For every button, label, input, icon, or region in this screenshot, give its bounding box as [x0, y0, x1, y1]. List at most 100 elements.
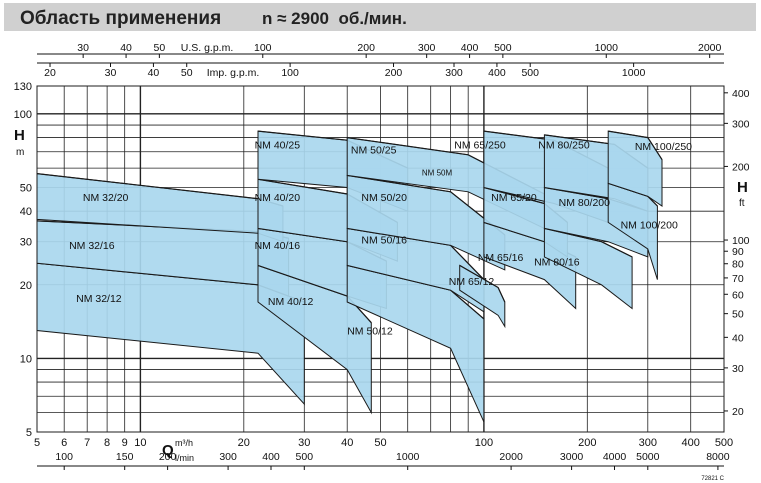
- lmin-tick-label: 200: [159, 451, 177, 463]
- chart-title: Область применения: [20, 8, 222, 29]
- pump-label: NM 80/200: [559, 197, 611, 209]
- ft-tick-label: 40: [732, 332, 744, 344]
- usgpm-tick-label: 100: [254, 42, 272, 54]
- pump-areas: [36, 130, 663, 423]
- pump-label: NM 40/12: [268, 296, 314, 308]
- x-tick-label: 50: [374, 437, 386, 449]
- pump-label: NM 65/16: [478, 252, 524, 264]
- impgpm-axis-label: Imp. g.p.m.: [207, 67, 260, 79]
- usgpm-tick-label: 50: [154, 42, 166, 54]
- usgpm-axis-label: U.S. g.p.m.: [181, 42, 234, 54]
- ft-tick-label: 100: [732, 235, 750, 247]
- ft-tick-label: 20: [732, 406, 744, 418]
- y-tick-label: 50: [20, 182, 32, 194]
- x-tick-label: 5: [34, 437, 40, 449]
- pump-label: NM 32/16: [69, 240, 115, 252]
- lmin-tick-label: 150: [116, 451, 134, 463]
- ft-tick-label: 90: [732, 246, 744, 258]
- x-tick-label: 100: [475, 437, 493, 449]
- pump-label: NM 100/200: [621, 219, 678, 231]
- ft-tick-label: 300: [732, 118, 750, 130]
- ft-tick-label: 30: [732, 363, 744, 375]
- x-tick-label: 40: [341, 437, 353, 449]
- pump-label: NM 100/250: [635, 141, 692, 153]
- pump-label: NM 40/25: [255, 140, 301, 152]
- x-tick-label: 200: [578, 437, 596, 449]
- pump-label: NM 50/25: [351, 144, 397, 156]
- x-tick-label: 8: [104, 437, 110, 449]
- pump-label: NM 65/250: [454, 140, 506, 152]
- impgpm-tick-label: 300: [445, 67, 463, 79]
- lmin-tick-label: 4000: [603, 451, 627, 463]
- lmin-tick-label: 300: [219, 451, 237, 463]
- y-tick-label: 20: [20, 280, 32, 292]
- pump-labels: NM 32/12 NM 32/16 NM 32/20 NM 40/12 NM 40/16…: [69, 140, 692, 338]
- usgpm-tick-label: 30: [77, 42, 89, 54]
- x-unit-top: m³/h: [175, 438, 193, 448]
- ft-tick-label: 400: [732, 88, 750, 100]
- pump-label: NM 65/20: [491, 192, 537, 204]
- impgpm-tick-label: 1000: [622, 67, 646, 79]
- y-tick-label: 130: [14, 81, 32, 93]
- lmin-tick-label: 500: [296, 451, 314, 463]
- pump-label: NM 40/20: [255, 192, 301, 204]
- usgpm-tick-label: 1000: [595, 42, 619, 54]
- ft-tick-label: 60: [732, 289, 744, 301]
- impgpm-tick-label: 500: [521, 67, 539, 79]
- y-tick-label: 100: [14, 109, 32, 121]
- x-tick-label: 6: [61, 437, 67, 449]
- y-axis-label: H: [14, 127, 25, 144]
- usgpm-tick-label: 200: [357, 42, 375, 54]
- usgpm-tick-label: 300: [418, 42, 436, 54]
- y-axis-unit: m: [16, 147, 24, 158]
- x-tick-label: 9: [122, 437, 128, 449]
- usgpm-tick-label: 400: [461, 42, 479, 54]
- speed-unit: об./мин.: [338, 9, 407, 28]
- x-tick-label: 30: [298, 437, 310, 449]
- pump-label: NM 65/12: [449, 276, 495, 288]
- corner-code: 72821 C: [701, 476, 724, 482]
- usgpm-tick-label: 40: [120, 42, 132, 54]
- speed-value: n ≈ 2900: [262, 9, 329, 28]
- chart-axes: 5 6 7 8 9 10 20 30 40 50 100 200 300 400 500 Q m³/h l/min…: [14, 42, 750, 482]
- usgpm-tick-label: 2000: [698, 42, 722, 54]
- ft-tick-label: 200: [732, 161, 750, 173]
- x-tick-label: 7: [84, 437, 90, 449]
- impgpm-tick-label: 50: [181, 67, 193, 79]
- x-axis-label: Q: [162, 442, 174, 459]
- ft-tick-label: 50: [732, 309, 744, 321]
- usgpm-tick-label: 500: [494, 42, 512, 54]
- chart-header: Область применения n ≈ 2900 об./мин.: [4, 3, 756, 31]
- impgpm-tick-label: 200: [385, 67, 403, 79]
- impgpm-tick-label: 40: [148, 67, 160, 79]
- pump-label: NM 80/16: [534, 256, 580, 268]
- y-tick-label: 40: [20, 206, 32, 218]
- pump-label: NM 50/20: [361, 192, 407, 204]
- pump-label: NM 80/250: [538, 140, 590, 152]
- ft-tick-label: 80: [732, 259, 744, 271]
- lmin-tick-label: 400: [262, 451, 280, 463]
- y-tick-label: 5: [26, 427, 32, 439]
- lmin-tick-label: 100: [55, 451, 73, 463]
- pump-label: NM 32/20: [83, 192, 129, 204]
- x-tick-label: 300: [639, 437, 657, 449]
- y2-axis-label: H: [737, 179, 748, 196]
- x-tick-label: 20: [238, 437, 250, 449]
- y-tick-label: 30: [20, 237, 32, 249]
- x-tick-label: 400: [682, 437, 700, 449]
- speed-label: n ≈ 2900 об./мин.: [262, 9, 407, 29]
- impgpm-tick-label: 20: [44, 67, 56, 79]
- area-nm-65-12-curve: [459, 264, 506, 303]
- x-tick-label: 500: [715, 437, 733, 449]
- lmin-tick-label: 8000: [706, 451, 730, 463]
- pump-label: NM 50/16: [361, 235, 407, 247]
- lmin-tick-label: 2000: [499, 451, 523, 463]
- impgpm-tick-label: 400: [488, 67, 506, 79]
- x-tick-label: 10: [134, 437, 146, 449]
- pump-label: NM 40/16: [255, 240, 301, 252]
- ft-tick-label: 70: [732, 273, 744, 285]
- impgpm-tick-label: 100: [281, 67, 299, 79]
- area-nm-100-250-curve: [608, 130, 663, 160]
- x-unit-bottom: l/min: [175, 453, 194, 463]
